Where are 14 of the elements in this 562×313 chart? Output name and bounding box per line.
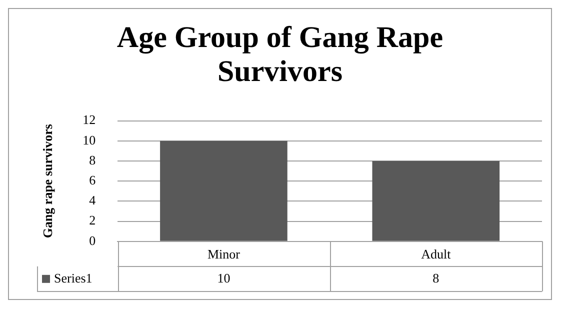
y-tick-label: 6 — [89, 172, 96, 188]
y-tick-label: 12 — [82, 112, 96, 128]
y-tick-label: 4 — [89, 192, 96, 208]
data-label: 10 — [217, 270, 230, 286]
y-tick-label: 10 — [82, 132, 96, 148]
legend-label: Series1 — [54, 270, 92, 286]
chart-title: Age Group of Gang Rape Survivors — [116, 21, 444, 90]
x-tick-label: Adult — [421, 246, 452, 262]
x-tick-label: Minor — [207, 246, 241, 262]
y-tick-label: 2 — [89, 212, 96, 228]
y-axis-title: Gang rape survivors — [40, 124, 56, 238]
data-label: 8 — [432, 270, 440, 286]
y-tick-label: 8 — [89, 152, 96, 168]
y-tick-label: 0 — [89, 232, 96, 248]
